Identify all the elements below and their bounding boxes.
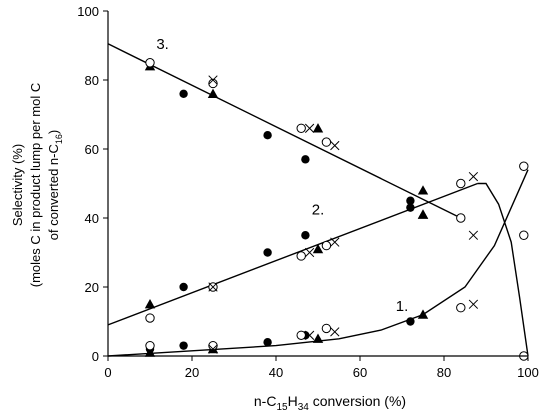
point-cross-stroke xyxy=(304,330,315,340)
point-filled-triangle xyxy=(312,243,324,254)
point-open-circle xyxy=(321,323,332,334)
point-cross-stroke xyxy=(330,140,340,151)
point-open-circle xyxy=(321,137,332,147)
x-tick-label: 0 xyxy=(104,365,111,380)
point-filled-circle xyxy=(179,341,188,350)
point-filled-triangle xyxy=(144,299,156,309)
point-cross xyxy=(330,140,340,151)
y-tick-label: 20 xyxy=(85,280,99,295)
point-filled-triangle xyxy=(417,309,429,319)
point-cross-stroke xyxy=(468,230,479,240)
point-cross xyxy=(468,171,479,182)
point-open-circle xyxy=(456,213,466,223)
point-filled-circle xyxy=(406,203,415,212)
curve-label: 1. xyxy=(396,298,409,315)
point-filled-triangle xyxy=(144,347,156,357)
point-cross-stroke xyxy=(208,282,218,292)
point-cross-stroke xyxy=(330,327,340,337)
point-filled-triangle xyxy=(207,88,219,98)
curve-label: 3. xyxy=(156,36,169,53)
tick-labels: 0 20 40 60 80 100 0 20 40 60 80 100 xyxy=(77,4,539,380)
point-cross xyxy=(468,230,479,240)
point-open-circle xyxy=(296,330,306,340)
point-open-circle xyxy=(208,340,218,351)
point-cross xyxy=(208,282,218,292)
point-filled-circle xyxy=(263,131,272,140)
y-tick-label: 80 xyxy=(85,73,99,88)
point-cross-stroke xyxy=(330,237,340,247)
x-tick-label: 100 xyxy=(517,365,539,380)
point-filled-triangle xyxy=(417,185,429,195)
point-filled-circle xyxy=(406,317,415,326)
y-tick-label: 60 xyxy=(85,142,99,157)
x-axis-label: n-C15H34 conversion (%) xyxy=(254,393,406,413)
point-open-circle xyxy=(456,303,466,313)
y-axis-label-line1: Selectivity (%) xyxy=(10,144,25,226)
point-cross xyxy=(208,344,218,354)
point-open-circle xyxy=(145,58,155,68)
point-filled-circle xyxy=(301,155,310,164)
point-cross-stroke xyxy=(208,75,218,85)
x-tick-label: 40 xyxy=(269,365,283,380)
point-filled-circle xyxy=(406,196,415,205)
point-open-circle xyxy=(208,78,218,89)
fit-line-2-tail xyxy=(477,182,529,357)
curve-label: 2. xyxy=(312,202,325,219)
point-filled-triangle xyxy=(312,123,324,133)
x-tick-label: 20 xyxy=(185,365,199,380)
axes xyxy=(103,10,529,361)
point-open-circle xyxy=(145,340,155,351)
point-cross-stroke xyxy=(304,247,315,258)
curve-labels: 3. 2. 1. xyxy=(156,36,408,315)
y-tick-label: 0 xyxy=(92,349,99,364)
point-open-circle xyxy=(456,178,466,189)
point-cross xyxy=(304,330,315,340)
x-tick-label: 60 xyxy=(353,365,367,380)
point-cross-stroke xyxy=(468,299,479,309)
y-axis-label: Selectivity (%) (moles C in product lump… xyxy=(10,83,64,287)
point-cross xyxy=(468,299,479,309)
point-cross xyxy=(330,237,340,247)
point-cross-stroke xyxy=(304,123,315,133)
point-filled-circle xyxy=(263,338,272,347)
point-cross-stroke xyxy=(468,171,479,182)
point-cross xyxy=(330,327,340,337)
fit-lines xyxy=(107,43,529,357)
y-tick-label: 100 xyxy=(77,4,99,19)
point-filled-circle xyxy=(263,248,272,257)
point-cross xyxy=(208,75,218,85)
y-tick-label: 40 xyxy=(85,211,99,226)
x-tick-label: 80 xyxy=(437,365,451,380)
point-filled-triangle xyxy=(312,333,324,343)
point-filled-circle xyxy=(179,282,188,292)
fit-line-1 xyxy=(107,169,529,357)
fit-line-2 xyxy=(107,182,478,326)
data-points xyxy=(144,58,529,361)
point-cross xyxy=(304,247,315,258)
y-axis-label-line3: of converted n-C16) xyxy=(46,130,64,240)
point-filled-triangle xyxy=(417,209,429,219)
point-cross-stroke xyxy=(208,344,218,354)
point-open-circle xyxy=(519,161,529,171)
y-axis-label-line2: (moles C in product lump per mol C xyxy=(28,83,43,287)
point-open-circle xyxy=(145,313,155,323)
point-open-circle xyxy=(296,251,306,261)
point-open-circle xyxy=(296,123,306,134)
point-open-circle xyxy=(321,240,332,251)
point-cross xyxy=(304,123,315,133)
point-filled-circle xyxy=(301,231,310,240)
point-open-circle xyxy=(519,230,529,240)
point-filled-circle xyxy=(179,89,188,99)
fit-line-3 xyxy=(107,43,462,219)
